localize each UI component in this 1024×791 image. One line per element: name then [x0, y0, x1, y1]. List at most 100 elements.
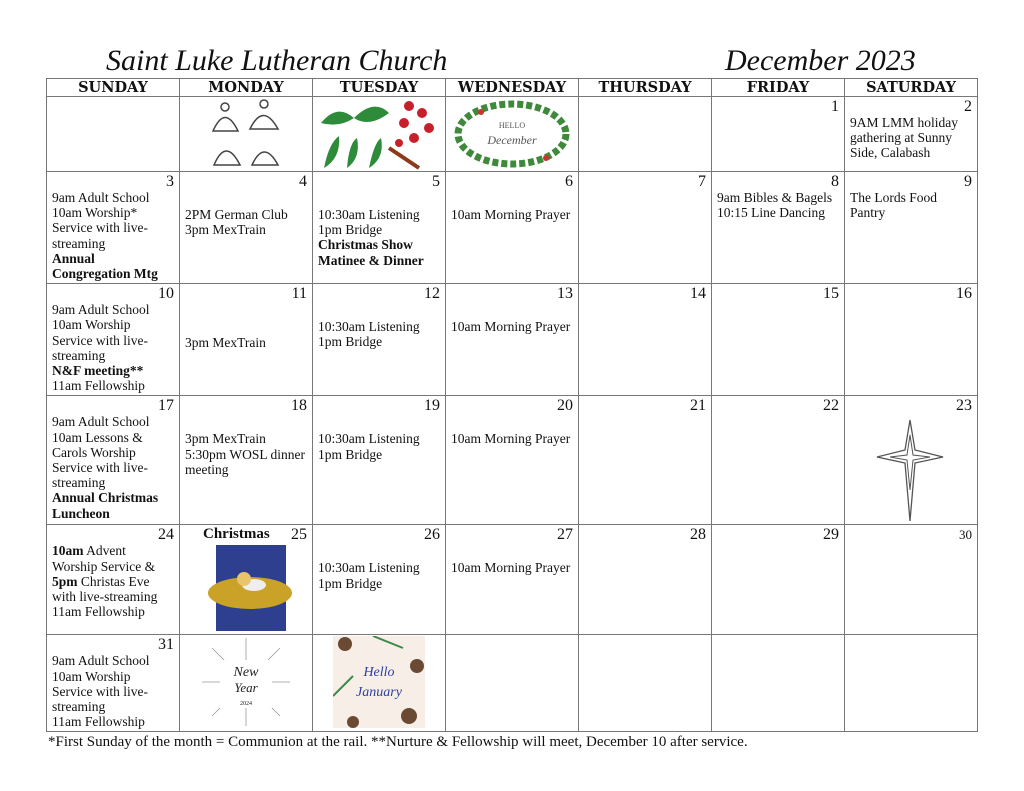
day-number: 14 [690, 285, 706, 303]
day-cell-empty [46, 96, 180, 172]
event: 3pm MexTrain [185, 431, 266, 447]
day-cell: 17 9am Adult School 10am Lessons & Carols … [46, 395, 180, 526]
event: 10am Worship* [52, 205, 138, 221]
calendar-grid: SUNDAY MONDAY TUESDAY WEDNESDAY THURSDAY… [46, 78, 978, 733]
day-cell: 19 10:30am Listening 1pm Bridge [312, 395, 446, 526]
christmas-label: Christmas [203, 526, 270, 543]
day-cell-empty: New Year 2024 [179, 634, 313, 733]
day-cell-empty [445, 634, 579, 733]
day-cell-empty [578, 634, 712, 733]
day-cell-empty [711, 634, 845, 733]
day-number: 10 [158, 285, 174, 303]
day-number: 12 [424, 285, 440, 303]
day-number: 21 [690, 397, 706, 415]
weekday-header: SATURDAY [844, 78, 978, 97]
svg-text:2024: 2024 [240, 701, 252, 707]
event: Annual Congregation Mtg [52, 250, 158, 282]
day-cell: 6 10am Morning Prayer [445, 170, 579, 285]
event: 10am Lessons & Carols Worship [52, 429, 143, 460]
day-cell: 1 [711, 96, 845, 172]
church-title: Saint Luke Lutheran Church [106, 44, 448, 77]
day-cell: 14 [578, 283, 712, 397]
day-number: 16 [956, 285, 972, 303]
day-cell-empty: Hello January [312, 634, 446, 733]
day-number: 18 [291, 397, 307, 415]
event: Annual Christmas Luncheon [52, 490, 159, 521]
event: 11am Fellowship [52, 604, 145, 620]
hello-january-image: Hello January [333, 636, 425, 729]
month-title: December 2023 [725, 44, 916, 77]
event: 9am Adult School [52, 302, 150, 318]
day-number: 1 [831, 98, 839, 115]
day-number: 4 [299, 173, 307, 190]
holly-image [321, 101, 434, 170]
day-number: 27 [557, 526, 573, 544]
day-cell: Christmas 25 [179, 524, 313, 636]
day-cell: 23 [844, 395, 978, 526]
day-cell: 10 9am Adult School 10am Worship Service wi… [46, 283, 180, 397]
day-cell: 29 [711, 524, 845, 636]
event: 10am Worship [52, 668, 131, 684]
day-cell: 3 9am Adult School 10am Worship* Service wi… [46, 170, 180, 285]
weekday-header: MONDAY [179, 78, 313, 97]
event: 10:30am Listening [318, 431, 420, 447]
event: The Lords Food Pantry [850, 190, 937, 221]
day-cell: 4 2PM German Club 3pm MexTrain [179, 170, 313, 285]
day-cell-empty: HELLO December [445, 96, 579, 172]
event: 10am Worship [52, 317, 131, 333]
hello-december-image: HELLO December [454, 100, 570, 168]
event: 10am Morning Prayer [451, 319, 571, 335]
svg-text:December: December [486, 133, 537, 147]
day-cell: 18 3pm MexTrain 5:30pm WOSL dinner meeting [179, 395, 313, 526]
event: 2PM German Club [185, 207, 288, 222]
svg-text:January: January [356, 685, 403, 700]
event: 11am Fellowship [52, 378, 145, 394]
day-number: 6 [565, 173, 573, 190]
event: 10am Morning Prayer [451, 560, 571, 576]
svg-text:Hello: Hello [362, 665, 394, 680]
day-cell: 7 [578, 170, 712, 285]
day-cell: 30 [844, 524, 978, 636]
day-cell: 13 10am Morning Prayer [445, 283, 579, 397]
day-number: 15 [823, 285, 839, 303]
day-number: 13 [557, 285, 573, 303]
day-cell-empty [578, 96, 712, 172]
event: 9am Bibles & Bagels [717, 190, 833, 205]
day-cell: 28 [578, 524, 712, 636]
event: Service with live-streaming [52, 332, 148, 363]
event: 3pm MexTrain [185, 222, 266, 238]
star-image [876, 420, 944, 522]
event: 9am Adult School [52, 653, 150, 669]
day-cell: 26 10:30am Listening 1pm Bridge [312, 524, 446, 636]
event: 9am Adult School [52, 190, 150, 205]
day-number: 17 [158, 397, 174, 415]
weekday-header: WEDNESDAY [445, 78, 579, 97]
event: 1pm Bridge [318, 222, 383, 238]
event: Service with live-streaming [52, 683, 148, 715]
day-number: 29 [823, 526, 839, 544]
svg-text:New: New [233, 665, 260, 680]
event: 10am [52, 543, 84, 559]
weekday-header: THURSDAY [578, 78, 712, 97]
event: 10:15 Line Dancing [717, 205, 825, 221]
event: 9am Adult School [52, 414, 150, 430]
event: 10:30am Listening [318, 319, 420, 335]
day-number: 25 [291, 526, 307, 544]
hello-december-text: HELLO [499, 121, 525, 130]
event: Service with live-streaming [52, 460, 148, 491]
event: N&F meeting** [52, 363, 144, 379]
day-cell: 20 10am Morning Prayer [445, 395, 579, 526]
day-cell: 27 10am Morning Prayer [445, 524, 579, 636]
day-number: 23 [956, 397, 972, 415]
event: Advent Worship Service & [52, 543, 156, 574]
day-number: 2 [964, 98, 972, 115]
weekday-header: TUESDAY [312, 78, 446, 97]
day-cell: 2 9AM LMM holiday gathering at Sunny Side… [844, 96, 978, 172]
day-number: 11 [291, 285, 307, 303]
event: 3pm MexTrain [185, 335, 266, 351]
day-number: 20 [557, 397, 573, 415]
svg-text:Year: Year [234, 680, 258, 695]
event: 10am Morning Prayer [451, 431, 571, 447]
day-cell-empty [312, 96, 446, 172]
event: 1pm Bridge [318, 575, 383, 591]
